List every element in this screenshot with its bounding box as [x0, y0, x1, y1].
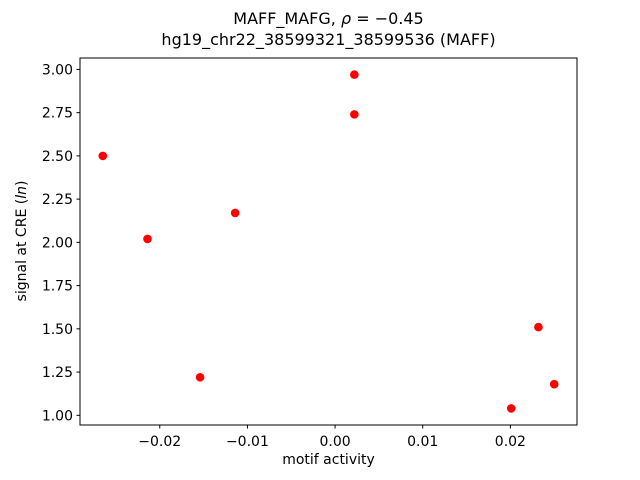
y-tick-label: 2.25: [42, 192, 73, 208]
y-axis-label: signal at CRE (ln): [14, 181, 30, 302]
y-axis-label-prefix: signal at CRE (: [14, 198, 30, 302]
chart-title-prefix: MAFF_MAFG,: [233, 9, 341, 28]
y-axis-label-suffix: ): [14, 180, 30, 187]
scatter-point: [98, 151, 108, 161]
x-axis-label: motif activity: [282, 452, 375, 468]
x-tick-label: −0.02: [138, 434, 181, 450]
y-tick-label: 1.25: [42, 365, 73, 381]
y-tick-label: 2.50: [42, 149, 73, 165]
axes-frame: [79, 57, 578, 426]
y-tick-label: 2.00: [42, 235, 73, 251]
y-tick-label: 2.75: [42, 106, 73, 122]
x-tick-label: 0.01: [407, 434, 438, 450]
scatter-point: [350, 110, 359, 119]
chart-subtitle: hg19_chr22_38599321_38599536 (MAFF): [161, 30, 496, 49]
scatter-point: [230, 208, 240, 218]
x-tick-label: 0.02: [495, 434, 526, 450]
scatter-point: [143, 234, 152, 244]
scatter-point: [534, 322, 543, 332]
y-tick-label: 3.00: [42, 62, 73, 78]
x-tick-label: 0.00: [319, 434, 350, 450]
y-tick-label: 1.00: [42, 408, 73, 424]
scatter-point: [195, 372, 205, 382]
rho-symbol: ρ: [340, 9, 352, 28]
y-axis-label-italic: ln: [14, 186, 30, 199]
chart-title-suffix: = −0.45: [351, 9, 424, 28]
scatter-point: [350, 70, 359, 79]
y-tick-label: 1.75: [42, 279, 73, 295]
chart-title-line1: MAFF_MAFG, ρ = −0.45: [80, 8, 577, 29]
scatter-point: [549, 379, 559, 389]
scatter-point: [506, 404, 516, 413]
y-tick-label: 1.50: [42, 322, 73, 338]
chart-title: MAFF_MAFG, ρ = −0.45 hg19_chr22_38599321…: [80, 8, 577, 50]
x-tick-label: −0.01: [226, 434, 269, 450]
